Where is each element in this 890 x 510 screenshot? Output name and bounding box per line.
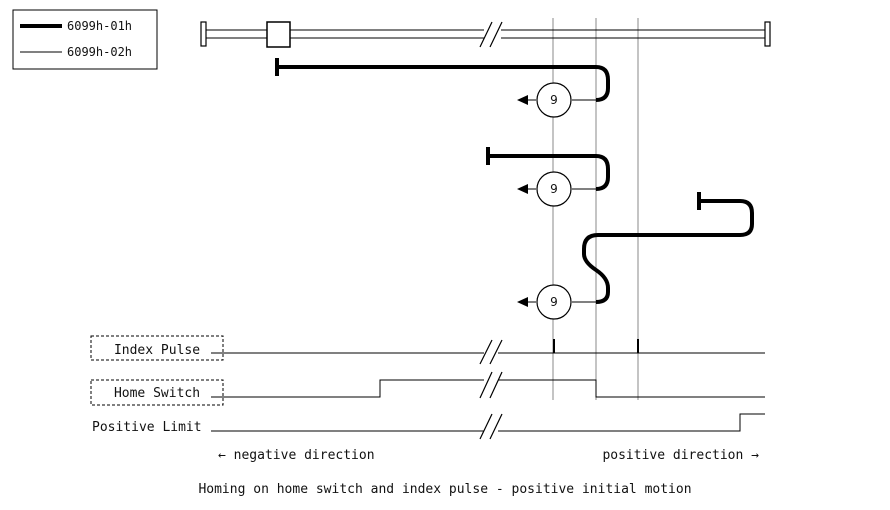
homing-done-marker [536, 82, 572, 118]
legend-label-02h: 6099h-02h [67, 45, 132, 59]
index-pulse-signal: Index Pulse [90, 335, 765, 365]
trajectory-1: 9 [275, 58, 610, 118]
arrow-left-icon [517, 297, 528, 307]
arrow-left-icon [517, 184, 528, 194]
trajectory-3: 9 [517, 192, 754, 320]
legend-label-01h: 6099h-01h [67, 19, 132, 33]
homing-done-marker [536, 284, 572, 320]
trajectory-2: 9 [486, 147, 610, 207]
marker-label: 9 [550, 295, 558, 309]
legend: 6099h-01h 6099h-02h [12, 9, 158, 70]
homing-done-marker [536, 171, 572, 207]
marker-label: 9 [550, 93, 558, 107]
marker-label: 9 [550, 182, 558, 196]
axis-track [200, 21, 771, 48]
positive-direction-label: positive direction → [602, 448, 759, 463]
index-pulse-label: Index Pulse [114, 343, 200, 358]
axis-right-stop [764, 21, 771, 47]
home-switch-label: Home Switch [114, 386, 200, 401]
negative-direction-label: ← negative direction [218, 448, 375, 463]
axis-left-stop [200, 21, 207, 47]
arrow-left-icon [517, 95, 528, 105]
positive-limit-label: Positive Limit [92, 420, 202, 435]
guide-lines [552, 18, 639, 400]
axis-break-mark [479, 21, 493, 48]
carriage-block [266, 21, 291, 48]
diagram-caption: Homing on home switch and index pulse - … [198, 482, 691, 497]
positive-limit-signal: Positive Limit [92, 413, 765, 440]
home-switch-signal: Home Switch [90, 371, 765, 406]
